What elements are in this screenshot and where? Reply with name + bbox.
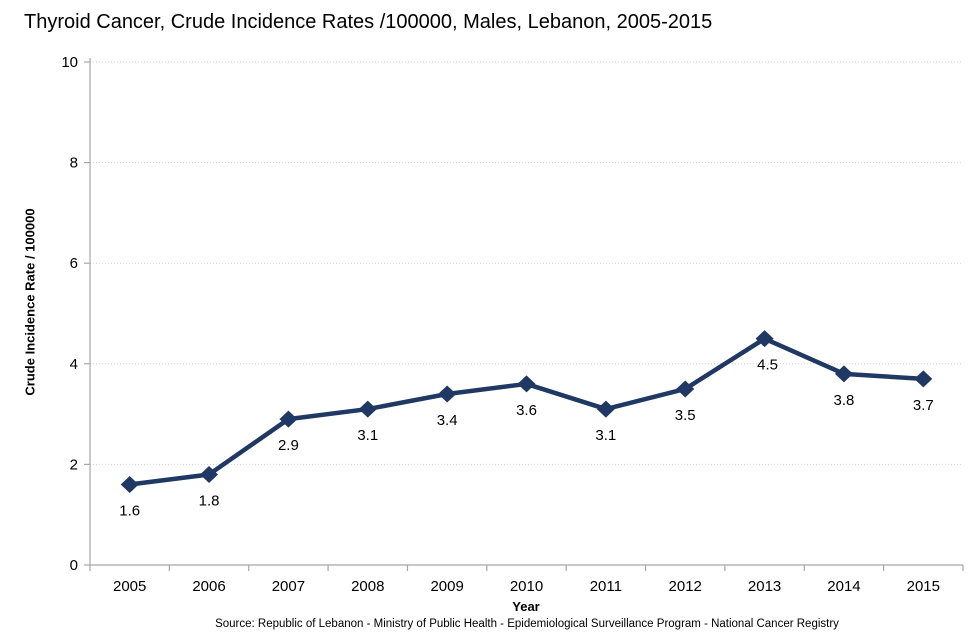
data-point-marker bbox=[200, 465, 219, 483]
x-tick-label: 2015 bbox=[907, 578, 940, 595]
data-point-marker bbox=[676, 380, 695, 398]
y-tick-label: 8 bbox=[70, 155, 78, 172]
data-point-label: 3.4 bbox=[437, 412, 458, 429]
y-tick-label: 4 bbox=[70, 356, 78, 373]
x-tick-label: 2006 bbox=[192, 578, 225, 595]
data-point-marker bbox=[279, 410, 298, 428]
x-tick-label: 2008 bbox=[351, 578, 384, 595]
data-point-label: 3.5 bbox=[675, 407, 696, 424]
data-point-marker bbox=[120, 476, 139, 494]
data-point-label: 2.9 bbox=[278, 437, 299, 454]
y-tick-label: 10 bbox=[61, 54, 78, 71]
data-point-label: 1.6 bbox=[119, 503, 140, 520]
data-point-marker bbox=[755, 330, 774, 348]
data-point-marker bbox=[834, 365, 853, 383]
x-tick-label: 2005 bbox=[113, 578, 146, 595]
x-tick-label: 2011 bbox=[590, 578, 622, 595]
source-note: Source: Republic of Lebanon - Ministry o… bbox=[215, 618, 839, 630]
data-point-marker bbox=[596, 400, 615, 418]
x-tick-label: 2007 bbox=[272, 578, 305, 595]
x-axis-title: Year bbox=[512, 599, 540, 614]
y-tick-label: 6 bbox=[70, 255, 78, 272]
data-point-label: 3.7 bbox=[913, 397, 934, 414]
x-tick-label: 2010 bbox=[510, 578, 543, 595]
data-point-label: 3.1 bbox=[595, 427, 616, 444]
data-point-label: 1.8 bbox=[199, 492, 220, 509]
data-point-marker bbox=[517, 375, 536, 393]
chart-title: Thyroid Cancer, Crude Incidence Rates /1… bbox=[24, 11, 713, 33]
data-point-label: 3.6 bbox=[516, 402, 537, 419]
x-tick-label: 2009 bbox=[430, 578, 463, 595]
y-tick-label: 2 bbox=[70, 456, 78, 473]
data-point-label: 3.1 bbox=[357, 427, 378, 444]
y-tick-label: 0 bbox=[70, 557, 78, 574]
data-point-label: 3.8 bbox=[834, 392, 855, 409]
x-tick-label: 2014 bbox=[827, 578, 860, 595]
x-tick-label: 2013 bbox=[748, 578, 781, 595]
data-point-marker bbox=[438, 385, 457, 403]
data-point-label: 4.5 bbox=[757, 357, 778, 374]
data-point-marker bbox=[914, 370, 933, 388]
data-point-marker bbox=[358, 400, 377, 418]
x-tick-label: 2012 bbox=[669, 578, 702, 595]
